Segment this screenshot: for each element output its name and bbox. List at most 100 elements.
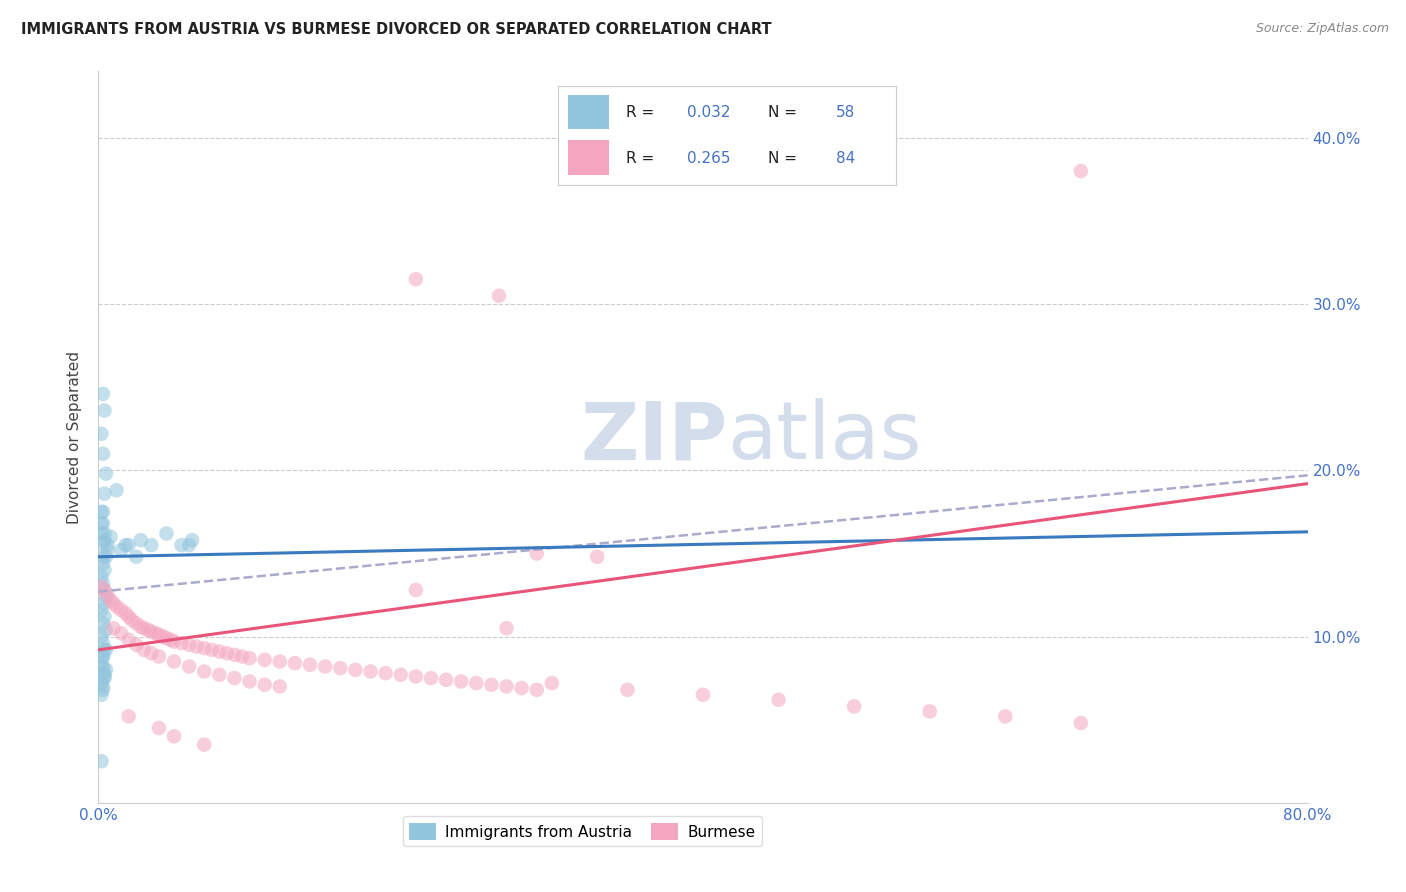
Point	[1070, 716, 1092, 731]
Point	[389, 667, 412, 681]
Point	[90, 526, 112, 541]
Point	[94, 549, 117, 564]
Point	[481, 678, 503, 692]
Point	[155, 526, 177, 541]
Text: IMMIGRANTS FROM AUSTRIA VS BURMESE DIVORCED OR SEPARATED CORRELATION CHART: IMMIGRANTS FROM AUSTRIA VS BURMESE DIVOR…	[21, 22, 772, 37]
Point	[768, 692, 790, 706]
Point	[193, 641, 215, 656]
Point	[269, 655, 291, 669]
Point	[93, 643, 115, 657]
Point	[90, 580, 112, 594]
Point	[224, 671, 246, 685]
Point	[434, 673, 457, 687]
Point	[170, 636, 193, 650]
Point	[193, 665, 215, 679]
Point	[132, 621, 155, 635]
Point	[170, 538, 193, 552]
Point	[510, 681, 533, 695]
Point	[93, 666, 115, 681]
Point	[374, 666, 396, 681]
Point	[141, 624, 163, 639]
Point	[91, 596, 114, 610]
Point	[94, 623, 117, 637]
Point	[136, 623, 159, 637]
Point	[129, 619, 152, 633]
Point	[90, 603, 112, 617]
Point	[93, 563, 115, 577]
Point	[91, 576, 114, 591]
Point	[114, 538, 136, 552]
Point	[91, 505, 114, 519]
Point	[103, 621, 125, 635]
Point	[692, 688, 714, 702]
Point	[110, 603, 132, 617]
Point	[96, 543, 118, 558]
Point	[110, 543, 132, 558]
Point	[179, 659, 201, 673]
Point	[93, 669, 115, 683]
Point	[100, 593, 122, 607]
Point	[90, 688, 112, 702]
Point	[94, 663, 117, 677]
Point	[93, 486, 115, 500]
Point	[224, 648, 246, 662]
Point	[129, 533, 152, 548]
Point	[90, 676, 112, 690]
Point	[105, 483, 128, 498]
Point	[526, 682, 548, 697]
Point	[152, 630, 174, 644]
Point	[125, 638, 148, 652]
Point	[94, 643, 117, 657]
Point	[344, 663, 367, 677]
Point	[450, 674, 472, 689]
Point	[526, 546, 548, 560]
Point	[90, 754, 112, 768]
Point	[93, 526, 115, 541]
Point	[90, 570, 112, 584]
Point	[148, 721, 170, 735]
Point	[91, 636, 114, 650]
Point	[91, 516, 114, 531]
Point	[93, 582, 115, 597]
Point	[586, 549, 609, 564]
Point	[405, 582, 427, 597]
Point	[179, 638, 201, 652]
Point	[145, 626, 167, 640]
Point	[91, 659, 114, 673]
Point	[314, 659, 336, 673]
Point	[160, 632, 183, 647]
Point	[91, 557, 114, 571]
Point	[96, 588, 118, 602]
Point	[360, 665, 382, 679]
Point	[118, 632, 141, 647]
Point	[121, 613, 143, 627]
Point	[284, 656, 307, 670]
Point	[91, 549, 114, 564]
Text: atlas: atlas	[727, 398, 921, 476]
Point	[193, 738, 215, 752]
Point	[253, 678, 276, 692]
Point	[141, 646, 163, 660]
Point	[91, 447, 114, 461]
Text: Source: ZipAtlas.com: Source: ZipAtlas.com	[1256, 22, 1389, 36]
Point	[253, 653, 276, 667]
Point	[163, 634, 186, 648]
Point	[495, 680, 517, 694]
Point	[141, 538, 163, 552]
Point	[114, 607, 136, 621]
Point	[118, 609, 141, 624]
Point	[91, 387, 114, 401]
Point	[201, 643, 224, 657]
Point	[93, 671, 115, 685]
Point	[91, 682, 114, 697]
Point	[132, 643, 155, 657]
Point	[90, 656, 112, 670]
Point	[994, 709, 1017, 723]
Point	[93, 403, 115, 417]
Point	[540, 676, 562, 690]
Point	[118, 538, 141, 552]
Point	[420, 671, 443, 685]
Point	[215, 646, 238, 660]
Point	[91, 680, 114, 694]
Point	[93, 582, 115, 597]
